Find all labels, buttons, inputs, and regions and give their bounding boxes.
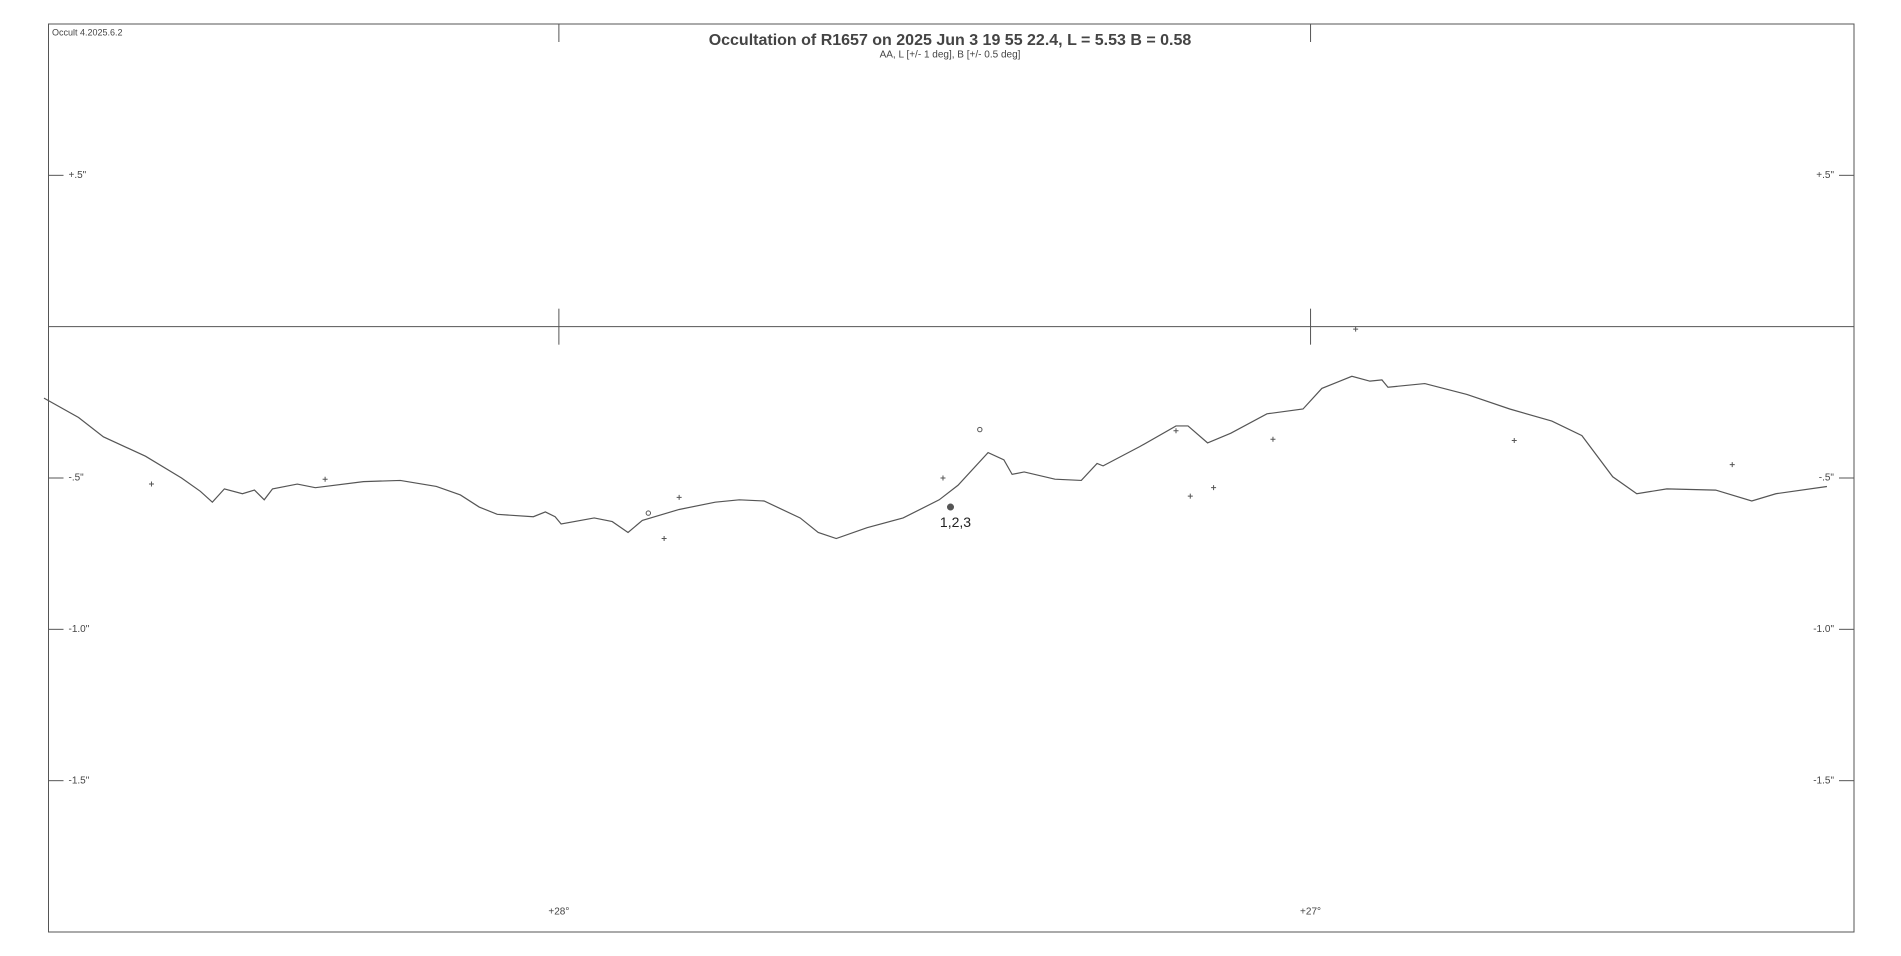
- version-label: Occult 4.2025.6.2: [52, 27, 123, 37]
- limb-point: [1187, 493, 1193, 499]
- y-tick-label: -.5": [1819, 473, 1835, 484]
- limb-point: [1173, 428, 1179, 434]
- limb-point: [148, 481, 154, 487]
- y-tick-label: +.5": [1816, 170, 1834, 181]
- y-tick-label: -.5": [69, 473, 85, 484]
- x-tick-label: +28°: [548, 907, 569, 918]
- y-tick-label: -1.0": [1813, 624, 1834, 635]
- event-label: 1,2,3: [940, 514, 971, 530]
- x-tick-label: +27°: [1300, 907, 1321, 918]
- event-point: [946, 503, 954, 511]
- limb-point: [676, 494, 682, 500]
- limb-point: [1270, 436, 1276, 442]
- y-tick-label: -1.5": [69, 775, 90, 786]
- y-tick-label: +.5": [69, 170, 87, 181]
- chart-subtitle: AA, L [+/- 1 deg], B [+/- 0.5 deg]: [880, 50, 1021, 61]
- limb-point: [977, 426, 983, 433]
- limb-point: [322, 476, 328, 482]
- limb-point: [645, 510, 652, 516]
- y-tick-label: -1.5": [1813, 775, 1834, 786]
- limb-profile: [43, 375, 1828, 540]
- limb-point: [1511, 437, 1517, 443]
- limb-point: [1353, 326, 1359, 332]
- chart-title: Occultation of R1657 on 2025 Jun 3 19 55…: [709, 32, 1192, 49]
- y-tick-label: -1.0": [69, 624, 90, 635]
- limb-point: [940, 475, 946, 481]
- limb-point: [1729, 462, 1735, 468]
- limb-point: [661, 536, 667, 542]
- limb-point: [1211, 485, 1217, 491]
- plot-frame: [48, 23, 1855, 933]
